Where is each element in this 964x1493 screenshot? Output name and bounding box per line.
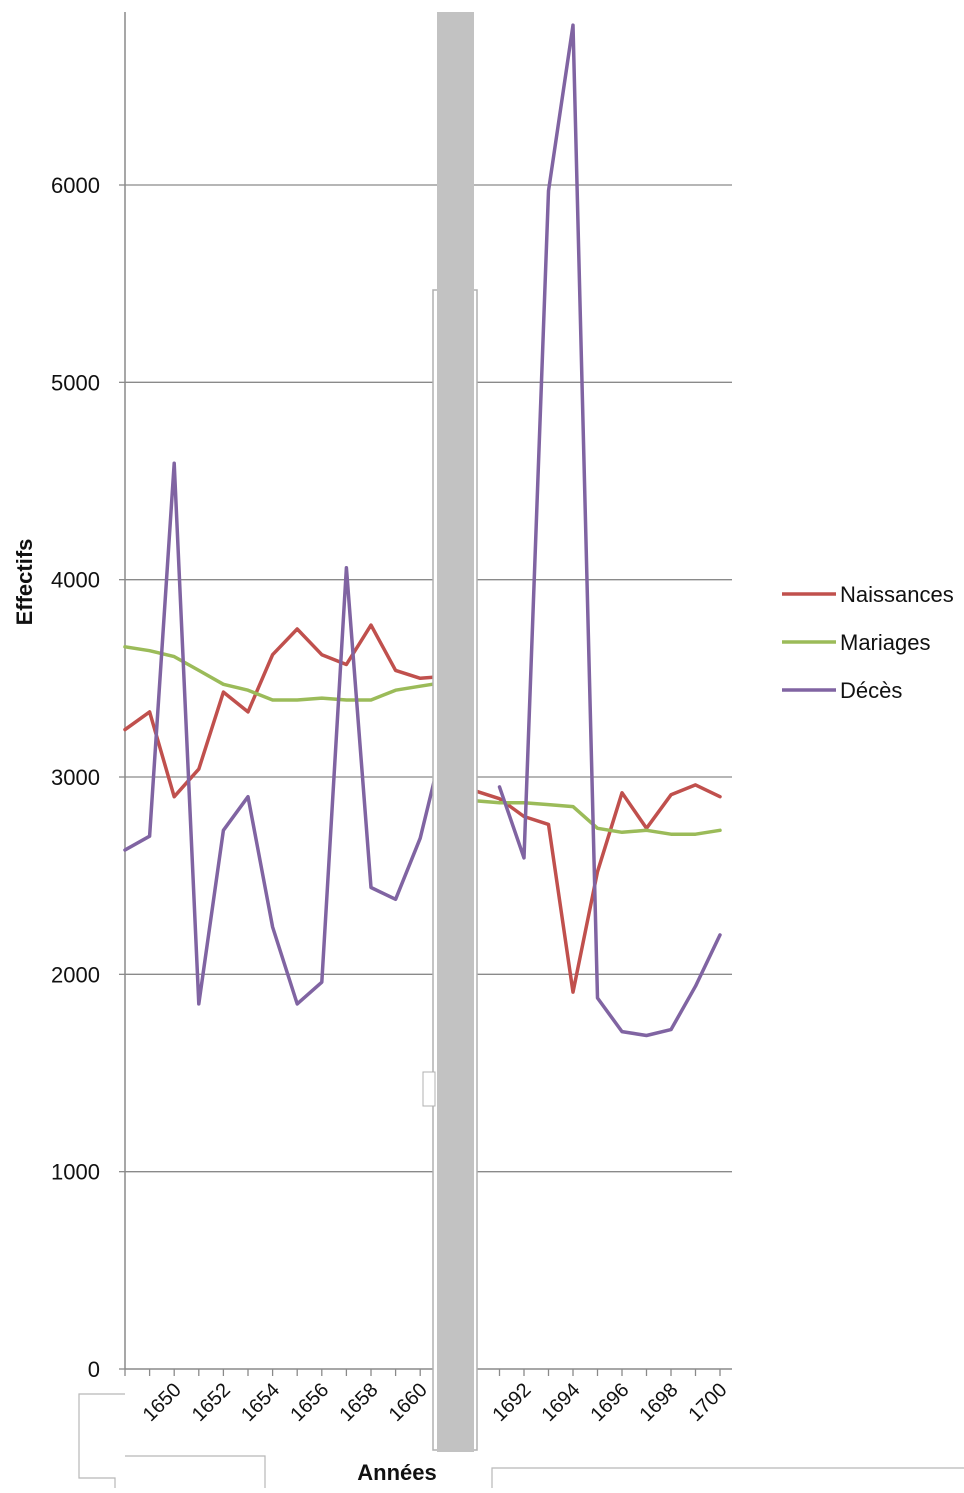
frame-remnant-mid <box>125 1455 266 1488</box>
axes-layer <box>119 12 732 1376</box>
series-line-mariages <box>473 798 722 836</box>
y-tick-label: 0 <box>88 1357 100 1382</box>
series-line-décès <box>123 461 447 1006</box>
frame-remnant-right <box>491 1467 964 1488</box>
y-tick-label: 4000 <box>51 568 100 593</box>
y-axis-title: Effectifs <box>12 539 37 626</box>
series-layer <box>123 23 722 1038</box>
y-tick-label: 5000 <box>51 370 100 395</box>
series-line-décès <box>497 23 722 1038</box>
x-tick-label: 1658 <box>336 1379 383 1426</box>
x-tick-label: 1650 <box>139 1379 186 1426</box>
x-tick-label: 1696 <box>587 1379 634 1426</box>
grid-layer <box>125 184 732 1173</box>
y-tick-label: 3000 <box>51 765 100 790</box>
x-tick-label: 1652 <box>188 1379 235 1426</box>
series-line-mariages <box>123 645 447 702</box>
axis-break-bar <box>437 12 474 1452</box>
x-tick-label: 1698 <box>636 1379 683 1426</box>
y-tick-label: 1000 <box>51 1160 100 1185</box>
x-tick-label: 1694 <box>538 1379 585 1426</box>
x-tick-label: 1656 <box>286 1379 333 1426</box>
y-tick-label: 6000 <box>51 173 100 198</box>
x-tick-label: 1654 <box>237 1379 284 1426</box>
overlay-layer <box>78 12 964 1488</box>
series-line-naissances <box>123 623 447 799</box>
legend: Naissances Mariages Décès <box>782 582 954 703</box>
frame-remnant-left <box>78 1393 125 1488</box>
y-tick-label: 2000 <box>51 962 100 987</box>
x-axis-title: Années <box>357 1460 436 1485</box>
legend-label: Décès <box>840 678 902 703</box>
x-tick-label: 1700 <box>685 1379 732 1426</box>
legend-label: Mariages <box>840 630 930 655</box>
x-tick-label: 1692 <box>489 1379 536 1426</box>
series-line-naissances <box>473 783 722 994</box>
break-notch <box>422 1071 436 1107</box>
legend-label: Naissances <box>840 582 954 607</box>
x-tick-label: 1660 <box>385 1379 432 1426</box>
